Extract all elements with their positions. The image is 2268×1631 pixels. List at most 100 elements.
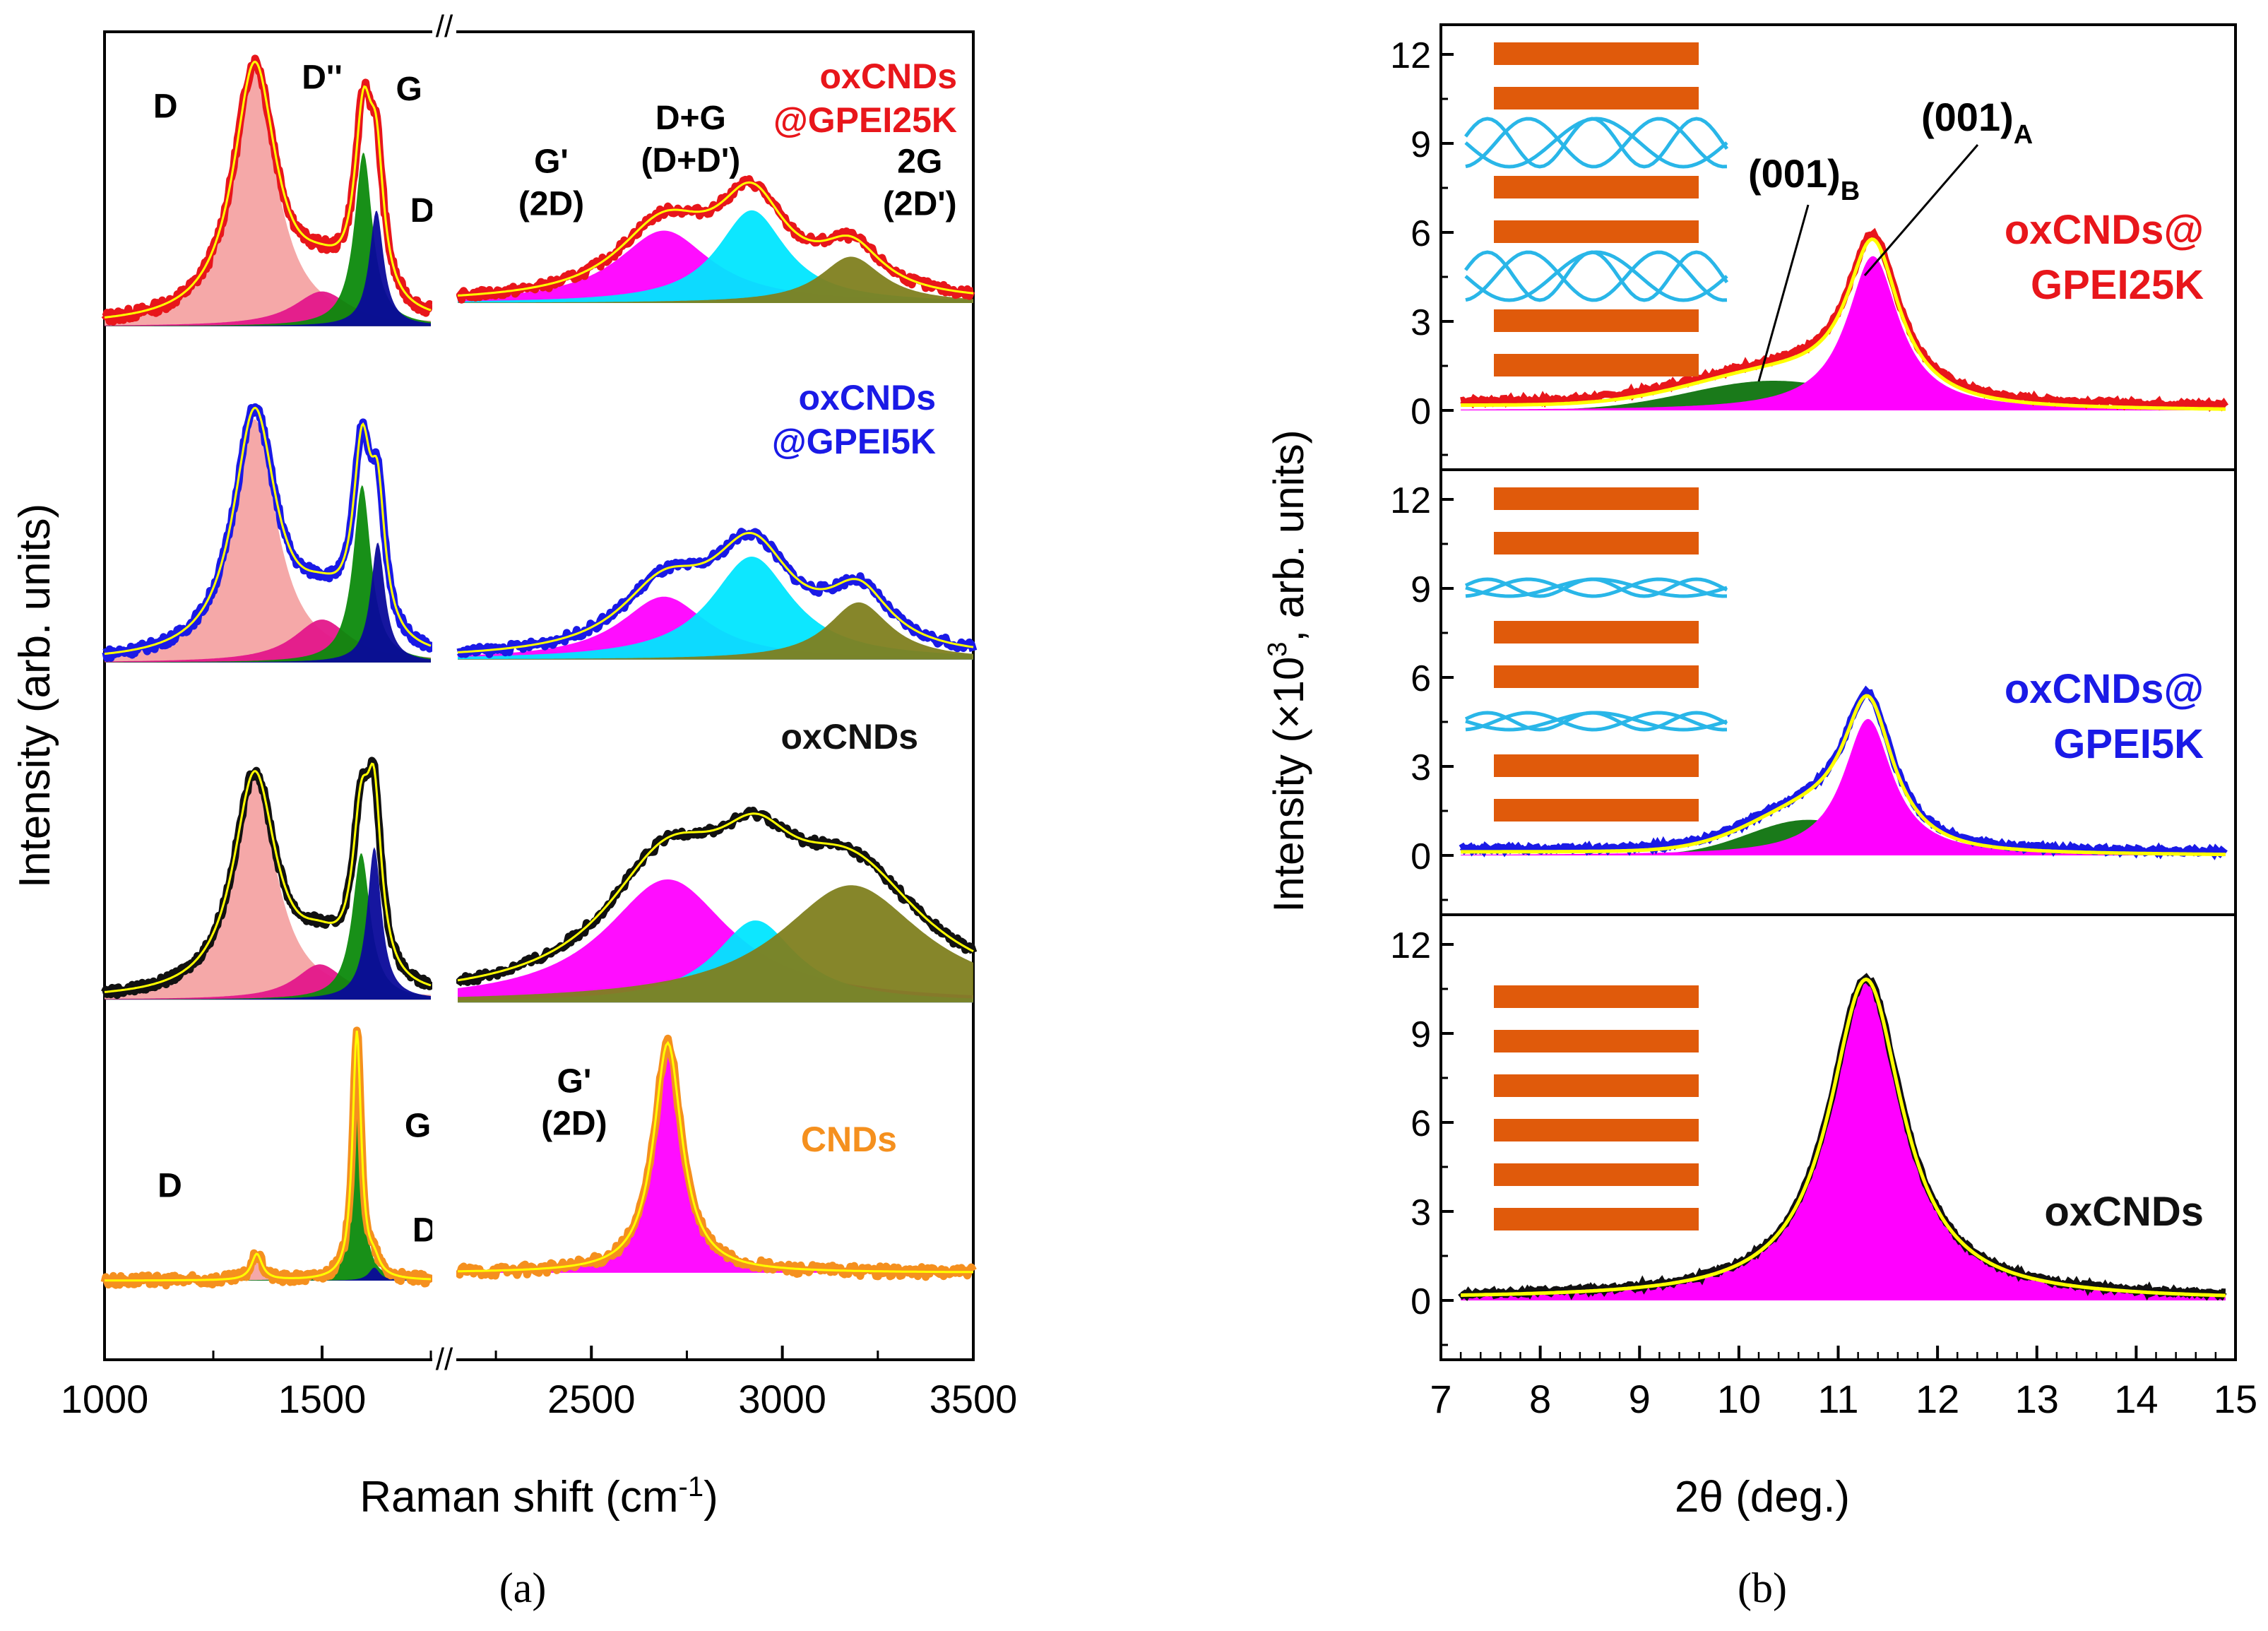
x-tick-label: 2500 bbox=[547, 1377, 636, 1421]
panel-b-x-axis-label: 2θ (deg.) bbox=[1675, 1473, 1850, 1522]
y-tick-label: 3 bbox=[1411, 747, 1431, 788]
panel-b-y-axis-label: Intensity (×103, arb. units) bbox=[1263, 429, 1312, 912]
xrd-fit-line bbox=[1461, 694, 2226, 857]
peak-annotation: D'' bbox=[302, 59, 343, 97]
peak-annotation: D bbox=[153, 88, 178, 126]
xrd-fit-line bbox=[1461, 977, 2226, 1298]
peak-D-low bbox=[105, 847, 431, 1000]
break-gap bbox=[432, 27, 456, 1365]
x-tick-label: 1500 bbox=[278, 1377, 367, 1421]
x-tick-label: 10 bbox=[1717, 1377, 1761, 1421]
xrd-series-oxcnds-gpei5k: 0 3 6 9 12 oxCNDs@ GPEI5K bbox=[1390, 468, 2237, 916]
fit-line-high bbox=[457, 812, 974, 982]
x-tick-label: 3500 bbox=[930, 1377, 1018, 1421]
panel-b-xrd: 036912oxCNDs@GPEI25K036912oxCNDs@GPEI5K0… bbox=[1263, 23, 2257, 1611]
fit-line-low bbox=[105, 1031, 432, 1282]
y-tick-label: 6 bbox=[1411, 213, 1431, 254]
fit-line-low bbox=[104, 60, 432, 319]
break-mark: // bbox=[436, 9, 453, 44]
xrd-sample-label: GPEI25K bbox=[2031, 262, 2204, 308]
peak-D+G-high bbox=[458, 920, 973, 1003]
y-tick-label: 6 bbox=[1411, 658, 1431, 699]
sample-label: @GPEI25K bbox=[773, 100, 957, 140]
graphene-layer-stripe bbox=[1494, 799, 1699, 822]
graphene-layer-stripe bbox=[1494, 532, 1699, 554]
polymer-chain bbox=[1464, 711, 1728, 732]
panel-b-caption: (b) bbox=[1738, 1565, 1787, 1611]
peak-annotation: G' bbox=[534, 143, 569, 181]
fit-line-high bbox=[457, 181, 974, 297]
peak-G-high bbox=[458, 885, 973, 1003]
peak-G-high bbox=[458, 256, 973, 303]
break-mark: // bbox=[436, 1342, 453, 1377]
y-tick-label: 9 bbox=[1411, 1014, 1431, 1055]
peak-D+G-high bbox=[458, 557, 973, 660]
graphene-layer-stripe bbox=[1494, 87, 1699, 109]
peak-label-sub-A: A bbox=[2014, 120, 2033, 150]
x-tick-label: 14 bbox=[2114, 1377, 2158, 1421]
peak-D-low bbox=[105, 210, 431, 326]
fit-line-high bbox=[458, 1040, 973, 1274]
graphene-layer-stripe bbox=[1494, 1208, 1699, 1230]
y-tick-label: 6 bbox=[1411, 1103, 1431, 1144]
graphene-layer-stripe bbox=[1494, 487, 1699, 510]
xrd-sample-label: oxCNDs bbox=[2044, 1189, 2204, 1235]
polymer-chain bbox=[1465, 117, 1728, 169]
peak-G-low bbox=[105, 485, 431, 663]
fit-line-low bbox=[104, 406, 432, 656]
graphene-layer-stripe bbox=[1494, 621, 1699, 643]
y-tick-label: 9 bbox=[1411, 569, 1431, 610]
peak-G-high bbox=[458, 602, 973, 660]
peak-label-sub-B: B bbox=[1841, 177, 1860, 206]
xrd-sample-label: oxCNDs@ bbox=[2005, 207, 2204, 253]
y-tick-label: 0 bbox=[1411, 1281, 1431, 1322]
graphene-layer-stripe bbox=[1494, 42, 1699, 65]
polymer-chain bbox=[1465, 711, 1728, 732]
graphene-layer-stripe bbox=[1494, 176, 1699, 198]
peak-annotation: 2G bbox=[897, 143, 942, 181]
y-tick-label: 3 bbox=[1411, 302, 1431, 343]
graphene-layer-stripe bbox=[1494, 665, 1699, 688]
peak-D-low bbox=[105, 71, 431, 326]
sample-label: oxCNDs bbox=[799, 378, 936, 417]
x-tick-label: 8 bbox=[1529, 1377, 1551, 1421]
graphene-layer-stripe bbox=[1494, 1163, 1699, 1186]
peak-annotation: G bbox=[396, 71, 422, 108]
peak-001-A bbox=[1461, 718, 2226, 855]
graphene-layer-stripe bbox=[1494, 1030, 1699, 1052]
peak-annotation: D bbox=[158, 1168, 182, 1205]
panel-a-frame bbox=[103, 30, 975, 1361]
x-tick-label: 1000 bbox=[61, 1377, 149, 1421]
sample-label: oxCNDs bbox=[781, 717, 918, 757]
x-tick-label: 13 bbox=[2015, 1377, 2059, 1421]
y-tick-label: 0 bbox=[1411, 391, 1431, 432]
sample-label: oxCNDs bbox=[820, 57, 957, 96]
xrd-series-oxcnds: 0 3 6 9 12 oxCNDs bbox=[1390, 913, 2237, 1361]
graphene-layer-stripe bbox=[1494, 754, 1699, 777]
graphene-layer-stripe bbox=[1494, 220, 1699, 243]
x-tick-label: 11 bbox=[1817, 1377, 1858, 1421]
polymer-chain bbox=[1464, 577, 1728, 598]
graphene-layer-stripe bbox=[1494, 309, 1699, 332]
peak-label-pointer bbox=[1757, 204, 1810, 382]
polymer-chain bbox=[1465, 250, 1728, 302]
x-tick-label: 3000 bbox=[738, 1377, 826, 1421]
fit-line-high bbox=[457, 531, 974, 653]
y-tick-label: 0 bbox=[1411, 836, 1431, 877]
xrd-sample-label: oxCNDs@ bbox=[2005, 666, 2204, 712]
xrd-fit-line bbox=[1461, 237, 2226, 411]
axis-break-gap: // // bbox=[432, 9, 456, 1377]
y-tick-label: 12 bbox=[1390, 35, 1431, 76]
peak-annotation: (2D') bbox=[883, 186, 957, 223]
graphene-layer-stripe bbox=[1494, 1119, 1699, 1141]
xrd-sample-label: GPEI5K bbox=[2053, 721, 2204, 767]
x-tick-label: 7 bbox=[1430, 1377, 1451, 1421]
y-tick-label: 9 bbox=[1411, 124, 1431, 165]
peak-annotation: D+G bbox=[655, 100, 726, 137]
raman-series-oxcnds-gpei5k: oxCNDs @GPEI5K bbox=[102, 378, 978, 663]
panel-a-caption: (a) bbox=[499, 1565, 547, 1611]
peak-annotation: (2D) bbox=[541, 1105, 607, 1143]
